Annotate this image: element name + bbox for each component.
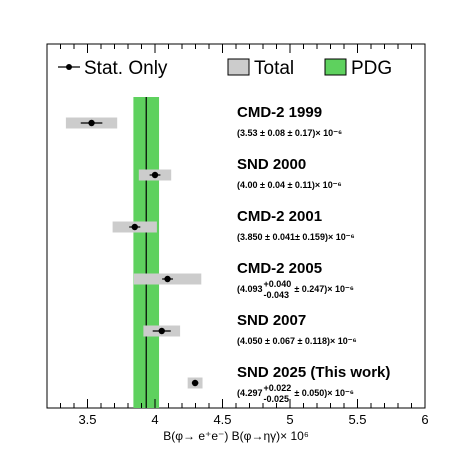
legend-stat-marker <box>66 64 72 70</box>
measurement-title: SND 2007 <box>237 312 306 329</box>
measurement-point <box>191 379 199 387</box>
plot-frame <box>46 43 426 409</box>
measurement-point <box>158 327 165 335</box>
legend-total-swatch <box>227 58 250 76</box>
legend-total-label: Total <box>254 58 294 79</box>
measurement-title: SND 2025 (This work) <box>237 364 390 381</box>
measurement-value-sup: +0.040 <box>264 279 292 289</box>
measurement-value: (4.050 ± 0.067 ± 0.118)× 10⁻⁶ <box>237 336 357 346</box>
x-tick-label: 4 <box>151 412 158 427</box>
measurement-value-sub: -0.043 <box>264 290 290 300</box>
measurement-point <box>88 119 95 127</box>
measurement-value-post: ± 0.247)× 10⁻⁶ <box>294 284 354 294</box>
measurement-title: CMD-2 2001 <box>237 208 322 225</box>
measurement-value: (4.093 <box>237 284 263 294</box>
legend: Stat. Only Total PDG <box>58 58 392 79</box>
x-tick-label: 3.5 <box>78 412 96 427</box>
x-tick-label: 4.5 <box>213 412 231 427</box>
measurement-value-sub: -0.025 <box>264 394 290 404</box>
measurement-point <box>164 275 171 283</box>
x-tick-label: 6 <box>421 412 428 427</box>
measurement-point <box>151 171 159 179</box>
measurement-title: CMD-2 1999 <box>237 104 322 121</box>
legend-pdg-label: PDG <box>351 58 392 79</box>
legend-pdg-swatch <box>324 58 347 76</box>
measurement-value: (4.00 ± 0.04 ± 0.11)× 10⁻⁶ <box>237 180 342 190</box>
measurement-point <box>131 223 138 231</box>
x-tick-label: 5 <box>286 412 293 427</box>
measurement-value: (4.297 <box>237 388 263 398</box>
measurement-title: SND 2000 <box>237 156 306 173</box>
measurement-title: CMD-2 2005 <box>237 260 322 277</box>
measurement-value: (3.850 ± 0.041± 0.159)× 10⁻⁶ <box>237 232 355 242</box>
x-tick-label: 5.5 <box>348 412 366 427</box>
x-axis-label: B(φ→ e⁺e⁻) B(φ→ηγ)× 10⁶ <box>163 429 309 443</box>
measurement-value-sup: +0.022 <box>264 383 292 393</box>
measurement-value-post: ± 0.050)× 10⁻⁶ <box>294 388 354 398</box>
measurement-value: (3.53 ± 0.08 ± 0.17)× 10⁻⁶ <box>237 128 342 138</box>
legend-stat-label: Stat. Only <box>84 58 168 79</box>
